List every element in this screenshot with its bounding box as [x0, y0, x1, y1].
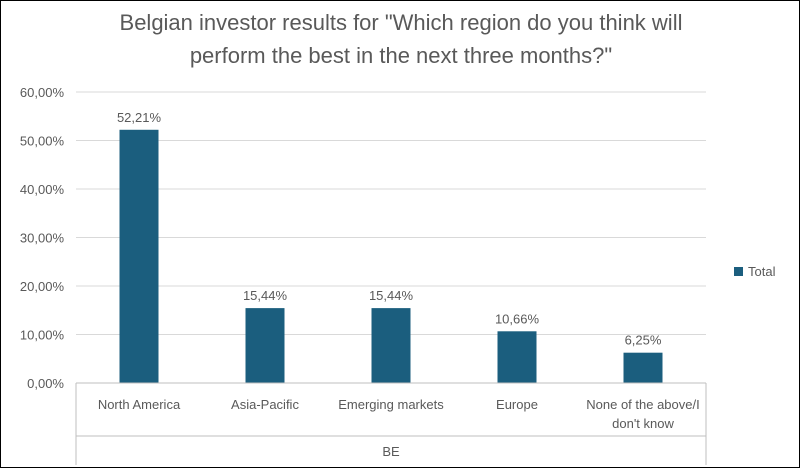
bars: [119, 129, 663, 383]
data-label: 52,21%: [117, 110, 162, 125]
gridlines: [76, 91, 706, 335]
legend-label: Total: [748, 264, 776, 279]
x-tick-label: Emerging markets: [338, 397, 444, 412]
x-tick-label: Asia-Pacific: [231, 397, 299, 412]
y-tick-label: 0,00%: [27, 376, 64, 391]
bar: [119, 129, 159, 383]
data-label: 10,66%: [495, 311, 540, 326]
bar: [623, 352, 663, 383]
y-tick-label: 40,00%: [20, 182, 65, 197]
x-group-label: BE: [382, 444, 400, 459]
bar: [371, 308, 411, 383]
legend-swatch: [734, 267, 743, 276]
x-tick-label: don't know: [612, 416, 674, 431]
data-label: 6,25%: [625, 333, 662, 348]
y-tick-label: 50,00%: [20, 134, 65, 149]
data-label: 15,44%: [369, 288, 414, 303]
x-axis: North America Asia-Pacific Emerging market…: [75, 382, 707, 465]
chart-title-line: perform the best in the next three month…: [190, 43, 612, 68]
bar: [497, 331, 537, 383]
x-tick-label: North America: [98, 397, 181, 412]
bar: [245, 308, 285, 383]
chart-title-line: Belgian investor results for "Which regi…: [120, 10, 683, 35]
y-tick-label: 60,00%: [20, 85, 65, 100]
data-label: 15,44%: [243, 288, 288, 303]
chart-title: Belgian investor results for "Which regi…: [120, 10, 683, 68]
x-tick-label: Europe: [496, 397, 538, 412]
x-tick-label: None of the above/I: [586, 397, 699, 412]
data-labels: 52,21% 15,44% 15,44% 10,66% 6,25%: [117, 110, 662, 348]
y-tick-label: 30,00%: [20, 231, 65, 246]
y-axis-ticks: 0,00% 10,00% 20,00% 30,00% 40,00% 50,00% 60,00…: [20, 85, 65, 391]
y-tick-label: 10,00%: [20, 328, 65, 343]
legend: Total: [734, 264, 776, 279]
y-tick-label: 20,00%: [20, 279, 65, 294]
